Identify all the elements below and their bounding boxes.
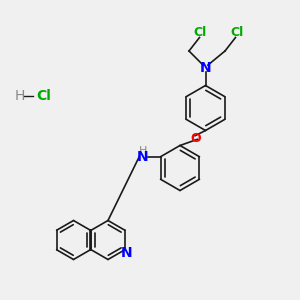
Text: N: N — [137, 150, 148, 164]
Text: O: O — [190, 131, 201, 145]
Text: H: H — [14, 89, 25, 103]
Text: Cl: Cl — [193, 26, 206, 39]
Text: N: N — [121, 246, 132, 260]
Text: H: H — [139, 146, 147, 156]
Text: Cl: Cl — [230, 26, 244, 39]
Text: Cl: Cl — [36, 89, 51, 103]
Text: N: N — [200, 61, 211, 74]
